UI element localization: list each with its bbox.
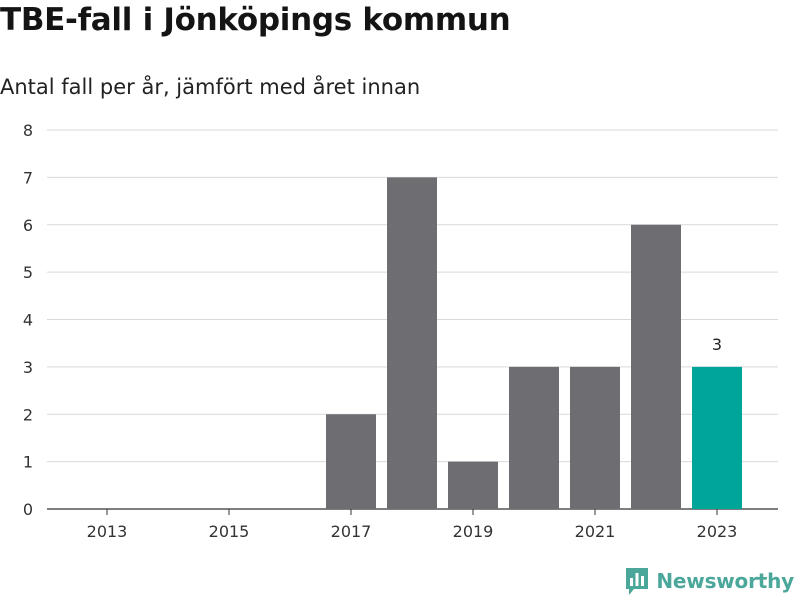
x-tick-label: 2023 <box>697 522 738 541</box>
bar-2022 <box>631 224 681 509</box>
brand-logo: Newsworthy <box>624 566 794 596</box>
y-tick-label: 7 <box>23 168 33 187</box>
y-tick-label: 5 <box>23 263 33 282</box>
y-tick-label: 1 <box>23 453 33 472</box>
y-tick-label: 6 <box>23 216 33 235</box>
bars <box>326 177 742 509</box>
bar-2023 <box>692 366 742 509</box>
bar-2017 <box>326 414 376 509</box>
bar-2021 <box>570 366 620 509</box>
chart-title: TBE-fall i Jönköpings kommun <box>0 2 511 38</box>
x-tick-label: 2021 <box>575 522 616 541</box>
x-tick-label: 2013 <box>87 522 128 541</box>
x-axis-ticks: 2013 2015 2017 2019 2021 2023 <box>87 509 738 541</box>
y-tick-label: 8 <box>23 121 33 140</box>
data-label: 3 <box>712 335 722 354</box>
bar-2019 <box>448 461 498 509</box>
y-tick-label: 2 <box>23 405 33 424</box>
bar-2020 <box>509 366 559 509</box>
x-tick-label: 2019 <box>453 522 494 541</box>
y-tick-label: 3 <box>23 358 33 377</box>
y-tick-label: 4 <box>23 311 33 330</box>
y-axis-ticks: 0 1 2 3 4 5 6 7 8 <box>23 121 33 519</box>
brand-name: Newsworthy <box>656 569 794 593</box>
chart-subtitle: Antal fall per år, jämfört med året inna… <box>0 75 421 99</box>
y-tick-label: 0 <box>23 500 33 519</box>
newsworthy-logo-icon <box>626 568 649 595</box>
bar-2018 <box>387 177 437 509</box>
data-labels: 3 <box>712 335 722 354</box>
x-tick-label: 2017 <box>331 522 372 541</box>
x-tick-label: 2015 <box>209 522 250 541</box>
